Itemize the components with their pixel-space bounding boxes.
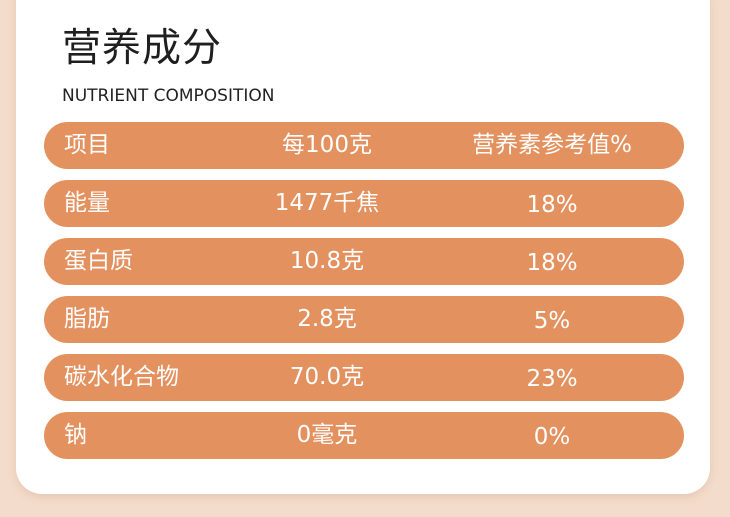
header-nrv-percent: 营养素参考值% (472, 132, 632, 158)
amount-per-100g: 10.8克 (289, 248, 365, 274)
nutrition-table: 项目 每100克 营养素参考值% 能量 1477千焦 18% 蛋白质 10.8克… (44, 122, 684, 470)
table-row: 钠 0毫克 0% (44, 412, 684, 459)
table-row: 碳水化合物 70.0克 23% (44, 354, 684, 401)
nrv-percent: 0% (533, 424, 571, 450)
amount-per-100g: 2.8克 (297, 306, 357, 332)
page-title: 营养成分 (62, 26, 223, 71)
nutrient-name: 钠 (64, 422, 87, 448)
table-row: 能量 1477千焦 18% (44, 180, 684, 227)
header-per-100g: 每100克 (282, 132, 372, 158)
amount-per-100g: 70.0克 (289, 364, 365, 390)
table-row: 蛋白质 10.8克 18% (44, 238, 684, 285)
page-subtitle: NUTRIENT COMPOSITION (62, 86, 275, 106)
nutrient-name: 能量 (64, 190, 110, 216)
amount-per-100g: 1477千焦 (274, 190, 380, 216)
nrv-percent: 5% (533, 308, 571, 334)
nutrient-name: 碳水化合物 (64, 364, 179, 390)
nrv-percent: 18% (526, 250, 578, 276)
header-item: 项目 (64, 132, 110, 158)
table-row: 脂肪 2.8克 5% (44, 296, 684, 343)
nutrient-name: 蛋白质 (64, 248, 133, 274)
nrv-percent: 18% (526, 192, 578, 218)
amount-per-100g: 0毫克 (296, 422, 358, 448)
nrv-percent: 23% (526, 366, 578, 392)
nutrient-name: 脂肪 (64, 306, 110, 332)
table-header-row: 项目 每100克 营养素参考值% (44, 122, 684, 169)
